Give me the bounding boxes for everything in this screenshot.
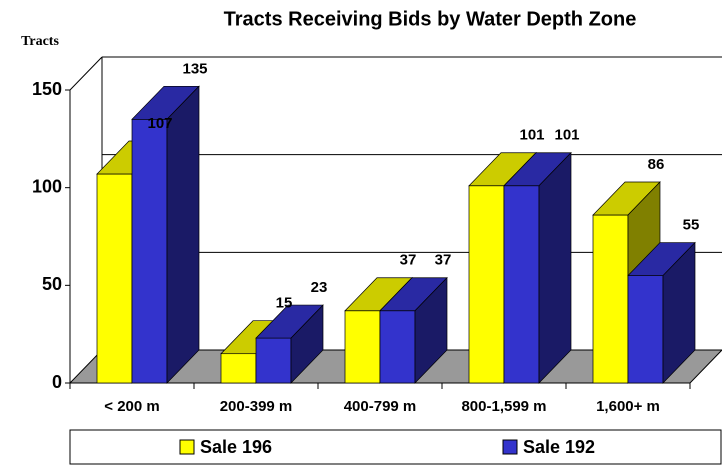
y-axis-label: Tracts	[21, 34, 59, 49]
legend-label: Sale 192	[523, 437, 595, 457]
bar-side	[290, 304, 324, 384]
bar-side	[414, 276, 448, 384]
y-tick-label: 0	[52, 372, 62, 392]
value-label: 86	[648, 156, 665, 173]
bar-front	[96, 173, 133, 384]
y-tick-label: 100	[32, 176, 62, 196]
value-label: 107	[147, 115, 172, 132]
x-tick-label: 400-799 m	[344, 398, 417, 415]
bar-front	[255, 337, 292, 384]
value-label: 37	[435, 252, 452, 269]
x-tick-label: 200-399 m	[220, 398, 293, 415]
value-label: 23	[311, 279, 328, 296]
x-tick-label: 800-1,599 m	[461, 398, 546, 415]
x-tick-label: < 200 m	[104, 398, 159, 415]
legend-swatch	[179, 439, 195, 455]
wall-edge	[69, 56, 103, 91]
value-label: 15	[276, 295, 293, 312]
bar-front	[379, 310, 416, 384]
y-tick-label: 50	[42, 274, 62, 294]
bar-side	[538, 151, 572, 384]
value-label: 101	[554, 127, 579, 144]
bar-front	[503, 185, 540, 384]
legend-box	[69, 429, 722, 465]
chart-title: Tracts Receiving Bids by Water Depth Zon…	[224, 8, 637, 30]
value-label: 37	[400, 252, 417, 269]
value-label: 135	[182, 60, 207, 77]
bar-front	[220, 353, 257, 384]
legend-swatch	[502, 439, 518, 455]
bar-front	[468, 185, 505, 384]
bar-front	[592, 214, 629, 384]
legend-label: Sale 196	[200, 437, 272, 457]
bar-front	[627, 275, 664, 384]
bar-side	[662, 241, 696, 384]
x-tick-label: 1,600+ m	[596, 398, 660, 415]
value-label: 101	[519, 127, 544, 144]
y-tick-label: 150	[32, 79, 62, 99]
bar-front	[344, 310, 381, 384]
bar-side	[166, 85, 200, 384]
bar-front	[131, 118, 168, 384]
value-label: 55	[683, 217, 700, 234]
